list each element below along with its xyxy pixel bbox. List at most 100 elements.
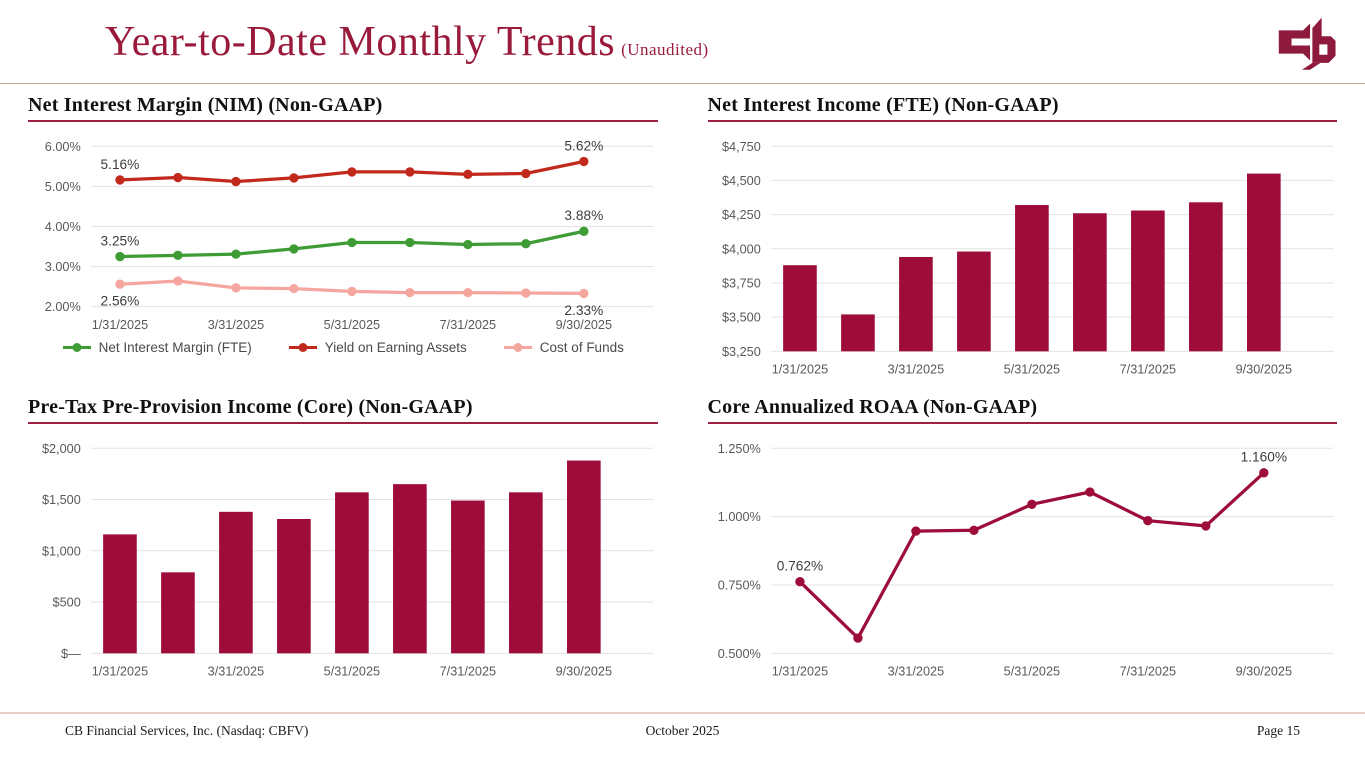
- data-point: [405, 287, 415, 298]
- data-label: 3.25%: [101, 233, 140, 248]
- x-axis-tick-label: 7/31/2025: [1119, 363, 1175, 377]
- data-label: 5.62%: [564, 138, 603, 153]
- x-axis-labels: 1/31/2025 3/31/2025 5/31/2025 7/31/2025 9/30…: [92, 318, 612, 332]
- data-label: 0.762%: [776, 558, 822, 573]
- bar: [161, 572, 195, 654]
- data-point: [231, 249, 241, 259]
- bar: [567, 460, 601, 654]
- data-point: [405, 167, 415, 177]
- chart-title-ptpp: Pre-Tax Pre-Provision Income (Core) (Non…: [28, 396, 658, 424]
- nim-line-chart: 6.00% 5.00% 4.00% 3.00% 2.00% 1/31/2025 3/31/2…: [45, 138, 654, 332]
- data-label: 2.56%: [101, 294, 140, 309]
- x-axis-tick-label: 7/31/2025: [440, 318, 496, 332]
- data-point: [1084, 487, 1095, 497]
- nim-chart-legend: Net Interest Margin (FTE) Yield on Earnin…: [28, 340, 658, 355]
- data-point: [289, 173, 299, 183]
- data-point: [521, 288, 531, 298]
- data-point: [1258, 467, 1269, 478]
- data-point: [173, 250, 183, 261]
- bar: [898, 256, 933, 352]
- x-axis-tick-label: 5/31/2025: [1003, 363, 1059, 377]
- data-point: [463, 287, 473, 298]
- chart-panel-nim: Net Interest Margin (NIM) (Non-GAAP) 6.0…: [28, 92, 658, 382]
- bars: [103, 460, 601, 654]
- x-axis-labels: 1/31/2025 3/31/2025 5/31/2025 7/31/2025 9/30…: [771, 363, 1291, 377]
- y-axis-tick-label: 0.500%: [717, 647, 760, 661]
- x-axis-tick-label: 5/31/2025: [324, 318, 380, 332]
- data-point: [405, 237, 415, 248]
- x-axis-tick-label: 3/31/2025: [887, 664, 943, 678]
- footer-date: October 2025: [645, 723, 720, 738]
- x-axis-tick-label: 9/30/2025: [1235, 664, 1291, 678]
- legend-marker-icon: [288, 343, 317, 353]
- data-point: [579, 226, 589, 236]
- legend-label: Yield on Earning Assets: [324, 340, 467, 356]
- data-point: [910, 526, 921, 536]
- bar: [1188, 202, 1223, 352]
- x-axis-tick-label: 9/30/2025: [556, 318, 612, 332]
- gridlines: 1.250% 1.000% 0.750% 0.500%: [717, 442, 1333, 661]
- bar: [840, 314, 875, 352]
- x-axis-tick-label: 3/31/2025: [887, 363, 943, 377]
- legend-label: Cost of Funds: [539, 340, 624, 356]
- y-axis-tick-label: 5.00%: [45, 180, 81, 194]
- x-axis-tick-label: 7/31/2025: [440, 664, 496, 678]
- legend-item: Yield on Earning Assets: [288, 340, 467, 355]
- data-point: [289, 244, 299, 254]
- data-point: [231, 283, 241, 293]
- y-axis-tick-label: 4.00%: [45, 220, 81, 234]
- data-point: [794, 576, 805, 587]
- slide-header: Year-to-Date Monthly Trends (Unaudited): [0, 0, 1365, 84]
- y-axis-tick-label: $3,500: [721, 311, 760, 325]
- y-axis-tick-label: 3.00%: [45, 260, 81, 274]
- x-axis-tick-label: 1/31/2025: [92, 664, 148, 678]
- bar: [103, 534, 137, 654]
- page-title-text: Year-to-Date Monthly Trends: [105, 18, 616, 65]
- bar: [393, 483, 427, 654]
- y-axis-tick-label: $3,750: [721, 277, 760, 291]
- bar: [219, 511, 253, 654]
- y-axis-tick-label: 1.000%: [717, 510, 760, 524]
- y-axis-tick-label: 6.00%: [45, 140, 81, 154]
- x-axis-tick-label: 3/31/2025: [208, 318, 264, 332]
- ptpp-bar-chart: $2,000 $1,500 $1,000 $500 $— 1/31/2025 3/31/20…: [42, 442, 654, 678]
- x-axis-tick-label: 1/31/2025: [92, 318, 148, 332]
- roaa-line-chart: 1.250% 1.000% 0.750% 0.500% 1/31/2025 3/31/20…: [717, 442, 1333, 678]
- bar: [956, 251, 991, 352]
- legend-label: Net Interest Margin (FTE): [98, 340, 252, 356]
- gridlines: $4,750 $4,500 $4,250 $4,000 $3,750 $3,500 $3,2…: [721, 140, 1333, 359]
- data-point: [173, 172, 183, 183]
- page-title: Year-to-Date Monthly Trends (Unaudited): [105, 18, 709, 66]
- chart-title-nii: Net Interest Income (FTE) (Non-GAAP): [707, 94, 1337, 122]
- bar: [451, 500, 485, 654]
- data-label: 2.33%: [564, 303, 603, 318]
- bar: [509, 492, 543, 654]
- legend-item: Cost of Funds: [503, 340, 624, 355]
- y-axis-tick-label: $—: [61, 647, 81, 661]
- x-axis-tick-label: 7/31/2025: [1119, 664, 1175, 678]
- y-axis-tick-label: $4,000: [721, 242, 760, 256]
- page-subtitle: (Unaudited): [621, 39, 709, 59]
- legend-marker-icon: [62, 343, 91, 353]
- y-axis-tick-label: 2.00%: [45, 300, 81, 314]
- bars: [782, 173, 1281, 352]
- cb-logo-icon: [1278, 17, 1336, 70]
- x-axis-tick-label: 5/31/2025: [324, 664, 380, 678]
- y-axis-tick-label: 1.250%: [717, 442, 760, 456]
- data-point: [1026, 499, 1037, 509]
- legend-marker-icon: [503, 343, 532, 353]
- data-point: [115, 279, 125, 289]
- chart-title-roaa: Core Annualized ROAA (Non-GAAP): [707, 396, 1337, 424]
- data-label: 5.16%: [101, 157, 140, 172]
- y-axis-tick-label: $1,500: [42, 493, 81, 507]
- data-point: [521, 239, 531, 249]
- x-axis-tick-label: 9/30/2025: [1235, 363, 1291, 377]
- x-axis-labels: 1/31/2025 3/31/2025 5/31/2025 7/31/2025 9/30…: [92, 664, 612, 678]
- chart-panel-ptpp: Pre-Tax Pre-Provision Income (Core) (Non…: [28, 394, 658, 684]
- bar: [1072, 213, 1107, 352]
- gridlines: 6.00% 5.00% 4.00% 3.00% 2.00%: [45, 140, 654, 314]
- y-axis-tick-label: $2,000: [42, 442, 81, 456]
- series-yield-on-earning-assets: [115, 156, 589, 187]
- chart-panel-roaa: Core Annualized ROAA (Non-GAAP) 1.250% 1.…: [707, 394, 1337, 684]
